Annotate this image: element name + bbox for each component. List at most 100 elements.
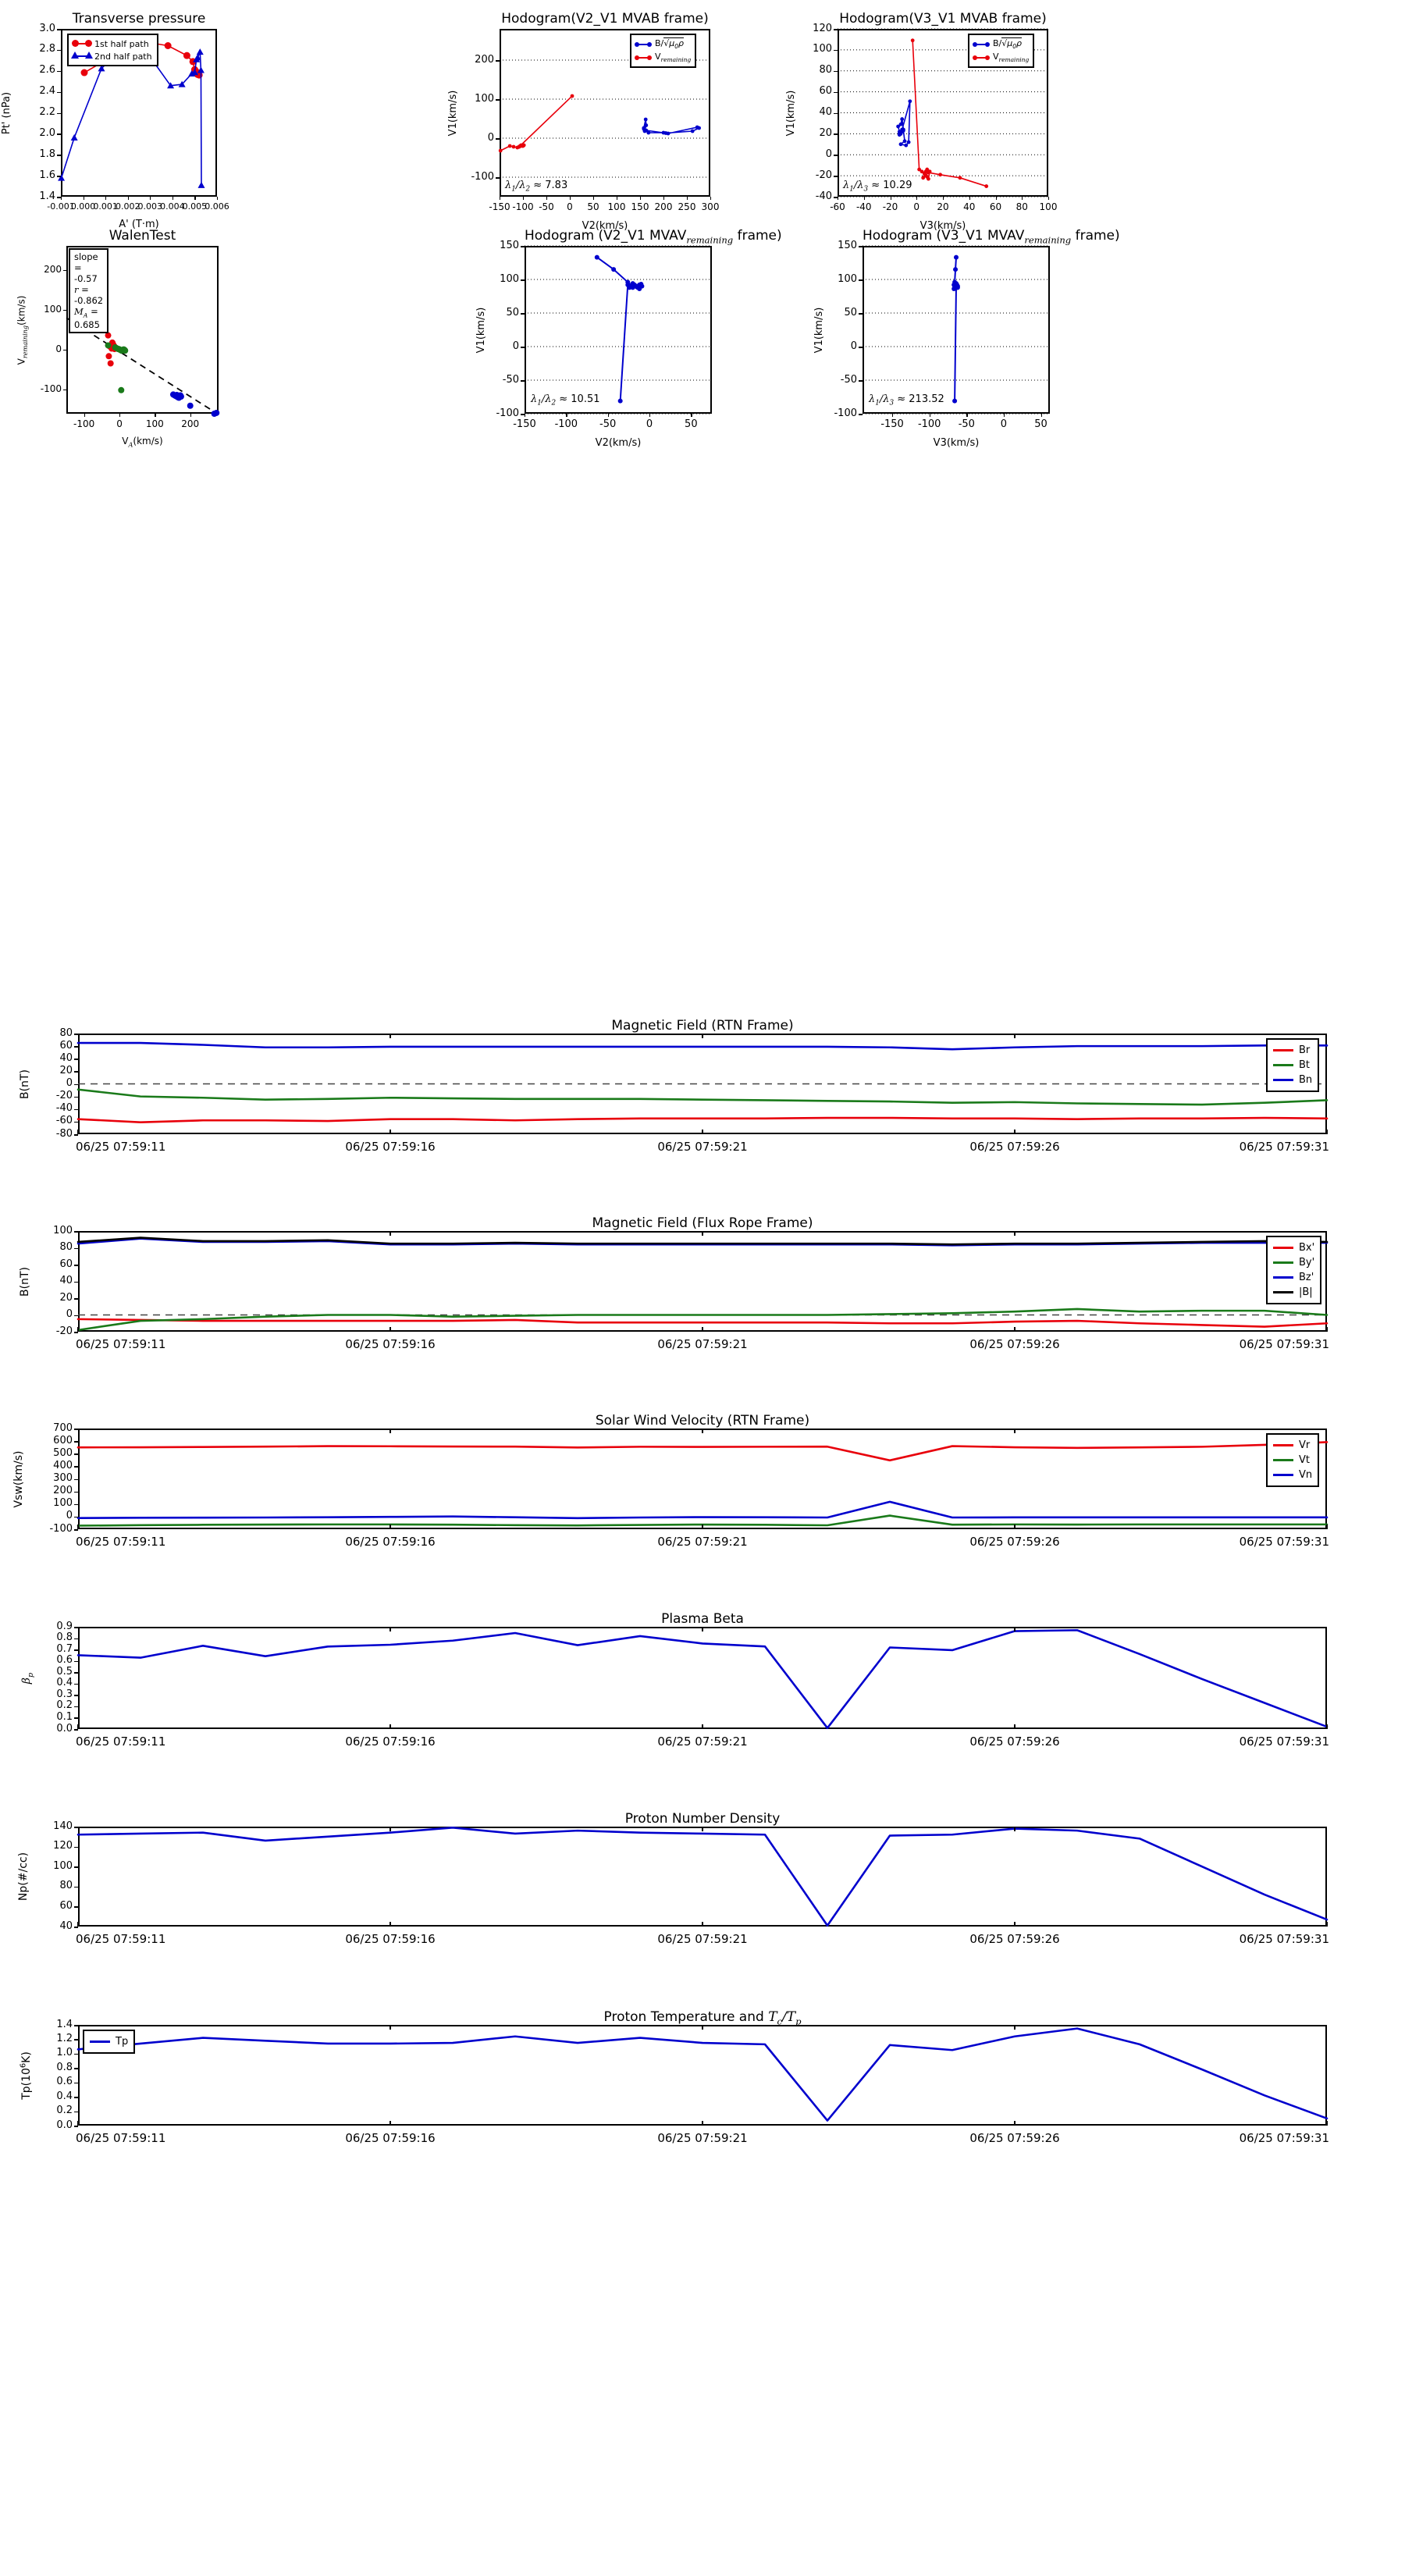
x-tick	[1014, 1724, 1016, 1729]
x-tick-label: 150	[631, 201, 649, 212]
x-tick	[863, 197, 865, 200]
y-tick-label: -100	[834, 407, 857, 419]
legend-label: Bz'	[1299, 1272, 1314, 1283]
x-tick-label: 06/25 07:59:26	[969, 1735, 1060, 1749]
x-tick	[1014, 1327, 1016, 1332]
chart-title-hodogram-v2v1-mvab: Hodogram(V2_V1 MVAB frame)	[501, 11, 709, 27]
y-tick	[57, 197, 61, 198]
x-tick-label: -0.001	[47, 201, 75, 212]
lambda-annotation-hodogram-v2v1-mvab: λ1/λ2 ≈ 7.83	[505, 180, 568, 194]
legend-swatch-icon	[1273, 1049, 1293, 1051]
axis-label-y-magnetic-field-flux-rope: B(nT)	[19, 1266, 31, 1297]
y-tick-label: 20	[59, 1064, 73, 1076]
y-tick-label: 0	[55, 343, 62, 355]
x-tick-label: -40	[855, 201, 872, 212]
y-tick-label: 40	[819, 106, 832, 118]
x-tick-label: -150	[489, 201, 510, 212]
legend-marker-icon	[973, 41, 977, 47]
y-tick	[74, 2082, 78, 2084]
y-tick	[74, 1491, 78, 1493]
axis-label-y-walen: Vremaining(km/s)	[16, 295, 29, 365]
x-tick	[77, 2121, 79, 2126]
y-tick	[74, 1332, 78, 1333]
x-tick-label: 50	[685, 418, 698, 430]
y-tick	[74, 1083, 78, 1085]
y-tick	[834, 112, 838, 114]
legend-swatch-icon	[635, 41, 652, 47]
legend-swatch-icon	[90, 2041, 110, 2043]
axis-label-y-magnetic-field-rtn: B(nT)	[19, 1069, 31, 1099]
x-tick-label: 0.005	[182, 201, 208, 212]
x-tick-top	[389, 1034, 391, 1038]
legend-swatch-icon	[1273, 1444, 1293, 1446]
axis-label-y-hodogram-v2v1-mvav: V1(km/s)	[475, 307, 487, 353]
y-tick-label: 400	[53, 1459, 73, 1471]
y-tick-label: 0.8	[56, 1631, 73, 1644]
y-tick	[74, 2111, 78, 2113]
y-tick	[74, 1927, 78, 1928]
chart-title-walen-test: WalenTest	[108, 228, 176, 244]
x-tick-label: 100	[1039, 201, 1058, 212]
y-tick-label: 200	[53, 1485, 73, 1497]
y-tick	[74, 1121, 78, 1123]
x-tick-label: 0	[1000, 418, 1008, 430]
x-tick	[702, 1327, 703, 1332]
x-tick-label: -20	[882, 201, 898, 212]
legend-marker-icon	[647, 41, 652, 47]
x-tick-label: 06/25 07:59:31	[1239, 1535, 1329, 1549]
y-tick-label: 40	[59, 1920, 73, 1932]
x-tick-label: -100	[73, 418, 95, 429]
y-tick	[859, 279, 863, 281]
walen-r: r = -0.862	[74, 284, 104, 307]
x-tick	[389, 1525, 391, 1529]
x-tick	[150, 197, 151, 200]
x-tick	[1003, 414, 1005, 417]
legend-label: Vn	[1299, 1469, 1313, 1481]
y-tick-label: 0.8	[56, 2061, 73, 2073]
y-tick-label: 80	[59, 1241, 73, 1253]
x-tick-label: 06/25 07:59:31	[1239, 1735, 1329, 1749]
y-tick	[74, 1866, 78, 1868]
y-tick	[74, 1429, 78, 1430]
x-tick-top	[1014, 1231, 1016, 1236]
x-tick-label: 100	[145, 418, 164, 429]
x-tick-label: 0.004	[160, 201, 185, 212]
y-tick	[521, 246, 525, 247]
y-tick-label: 500	[53, 1446, 73, 1459]
x-tick-label: 06/25 07:59:16	[345, 1932, 436, 1946]
y-tick-label: 1.4	[56, 2018, 73, 2030]
y-tick-label: 200	[44, 263, 62, 275]
y-tick	[496, 60, 500, 62]
x-tick	[217, 197, 219, 200]
y-tick-label: 2.4	[39, 85, 55, 98]
plot-canvas-plasma-beta	[76, 1629, 1329, 1729]
x-tick	[389, 1327, 391, 1332]
y-tick	[74, 1503, 78, 1506]
legend-item: 1st half path	[72, 37, 152, 50]
legend-magnetic-field-rtn: Br Bt Bn	[1266, 1038, 1320, 1092]
legend-item: Bn	[1273, 1073, 1312, 1087]
legend-swatch-icon	[973, 55, 990, 60]
chart-title-magnetic-field-rtn: Magnetic Field (RTN Frame)	[611, 1018, 794, 1034]
x-tick-label: 06/25 07:59:21	[657, 1140, 748, 1154]
legend-swatch-icon	[1273, 1064, 1293, 1066]
y-tick	[496, 99, 500, 101]
y-tick	[859, 347, 863, 348]
legend-label: Tp	[116, 2036, 129, 2048]
legend-marker-icon	[647, 55, 652, 60]
y-tick-label: -20	[55, 1090, 73, 1102]
x-tick	[77, 1922, 79, 1927]
y-tick	[521, 380, 525, 382]
legend-item: Tp	[90, 2034, 128, 2049]
axis-label-y-solar-wind-velocity: Vsw(km/s)	[12, 1450, 25, 1508]
x-tick	[523, 197, 525, 200]
y-tick-label: 1.4	[39, 190, 55, 202]
plot-canvas-solar-wind-velocity	[76, 1441, 1329, 1527]
x-tick-label: 0.006	[205, 201, 229, 212]
legend-label: By'	[1299, 1257, 1315, 1268]
x-tick	[702, 1525, 703, 1529]
x-tick-top	[389, 1827, 391, 1831]
legend-swatch-icon	[1273, 1079, 1293, 1081]
y-tick	[74, 1886, 78, 1888]
legend-hodogram-v3v1-mvab: B/√μ0ρ Vremaining	[968, 34, 1035, 68]
